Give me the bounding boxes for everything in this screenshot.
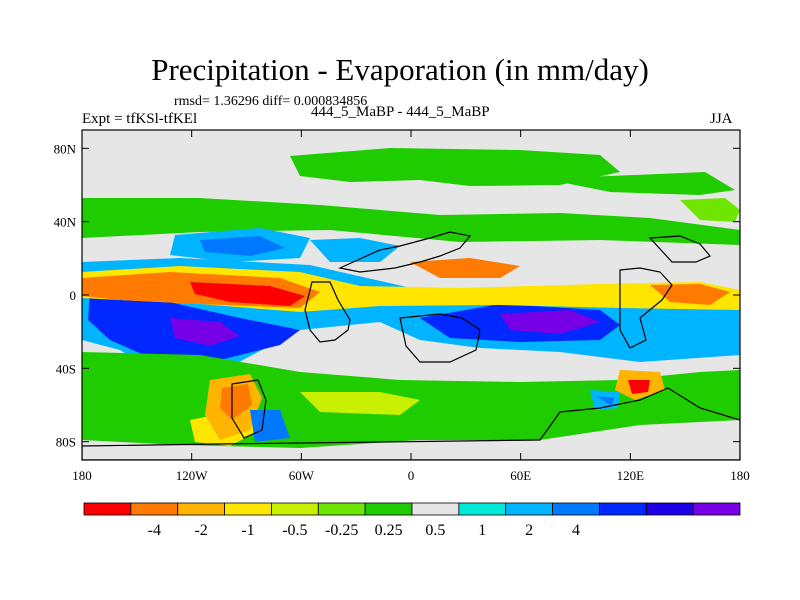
north-america-outline xyxy=(338,231,472,273)
colorbar-label: 1 xyxy=(478,522,486,539)
colorbar-label: -2 xyxy=(194,522,207,539)
indian-dry-peak xyxy=(500,310,600,334)
y-tick-label: 40S xyxy=(56,361,76,376)
continent-outlines xyxy=(82,231,740,460)
x-tick-label: 120W xyxy=(176,468,209,483)
x-tick-label: 0 xyxy=(408,468,415,483)
colorbar-swatch xyxy=(271,502,319,516)
antarctica-outline xyxy=(82,387,740,460)
colorbar-swatch xyxy=(599,502,647,516)
colorbar-label: -4 xyxy=(148,522,161,539)
colorbar-swatch xyxy=(692,502,741,516)
colorbar-label: 2 xyxy=(525,522,533,539)
colorbar-swatch xyxy=(364,502,413,516)
africa-outline xyxy=(399,313,481,363)
warm-pool-wet xyxy=(650,284,730,305)
colorbar-swatch xyxy=(458,502,507,516)
colorbar-swatch xyxy=(505,502,553,516)
siberia-wet xyxy=(680,198,740,222)
colorbar-swatch xyxy=(83,502,132,516)
itcz-wet-core xyxy=(190,282,305,306)
antarctic-dry xyxy=(250,410,290,442)
stats-line: rmsd= 1.36296 diff= 0.000834856 xyxy=(174,94,368,109)
colorbar-swatch xyxy=(224,502,272,516)
x-tick-label: 180 xyxy=(730,468,750,483)
x-tick-label: 60W xyxy=(289,468,315,483)
y-tick-label: 80N xyxy=(54,141,77,156)
x-tick-label: 120E xyxy=(617,468,645,483)
colorbar-label: -0.25 xyxy=(325,522,358,539)
chart-title: Precipitation - Evaporation (in mm/day) xyxy=(151,52,649,87)
pacific-dry-peak xyxy=(170,318,240,346)
north-atlantic-dry xyxy=(310,238,400,262)
arctic-wet-east xyxy=(540,172,735,195)
south-indian-wet-core xyxy=(628,380,650,394)
y-tick-label: 80S xyxy=(56,435,76,450)
asia-outline xyxy=(648,235,711,263)
colorbar-swatch xyxy=(552,502,600,516)
southern-wet-yellow2 xyxy=(300,392,420,415)
colorbar: -4 -2 -1 -0.5 -0.25 0.25 0.5 1 2 4 xyxy=(83,502,741,539)
y-tick-label: 40N xyxy=(54,215,77,230)
colorbar-label: -1 xyxy=(241,522,254,539)
colorbar-label: 0.25 xyxy=(375,522,403,539)
south-america-wet-core xyxy=(220,384,252,420)
north-storm-track xyxy=(82,198,740,245)
colorbar-label: -0.5 xyxy=(282,522,307,539)
colorbar-swatch xyxy=(645,502,694,516)
y-tick-label: 0 xyxy=(70,288,77,303)
comparison-label: 444_5_MaBP - 444_5_MaBP xyxy=(311,104,490,120)
colorbar-label: 4 xyxy=(572,522,580,539)
south-dry-blue2 xyxy=(596,396,614,406)
map-field xyxy=(82,130,740,460)
australia-outline xyxy=(619,267,673,349)
season-label: JJA xyxy=(710,111,733,127)
colorbar-swatch xyxy=(177,502,225,516)
arctic-wet-band xyxy=(290,148,620,186)
colorbar-label: 0.5 xyxy=(425,522,445,539)
x-tick-label: 60E xyxy=(510,468,531,483)
greenland-outline xyxy=(231,379,267,439)
colorbar-swatch xyxy=(411,502,460,516)
axes: 180 120W 60W 0 60E 120E 180 80N 40N 0 40S 80S xyxy=(54,130,750,483)
south-america-outline xyxy=(304,281,351,343)
x-tick-label: 180 xyxy=(72,468,92,483)
experiment-label: Expt = tfKSl-tfKEl xyxy=(82,111,198,127)
atlantic-itcz xyxy=(410,258,520,278)
north-pacific-dry2 xyxy=(200,236,285,256)
colorbar-swatch xyxy=(130,502,179,516)
colorbar-swatch xyxy=(317,502,366,516)
